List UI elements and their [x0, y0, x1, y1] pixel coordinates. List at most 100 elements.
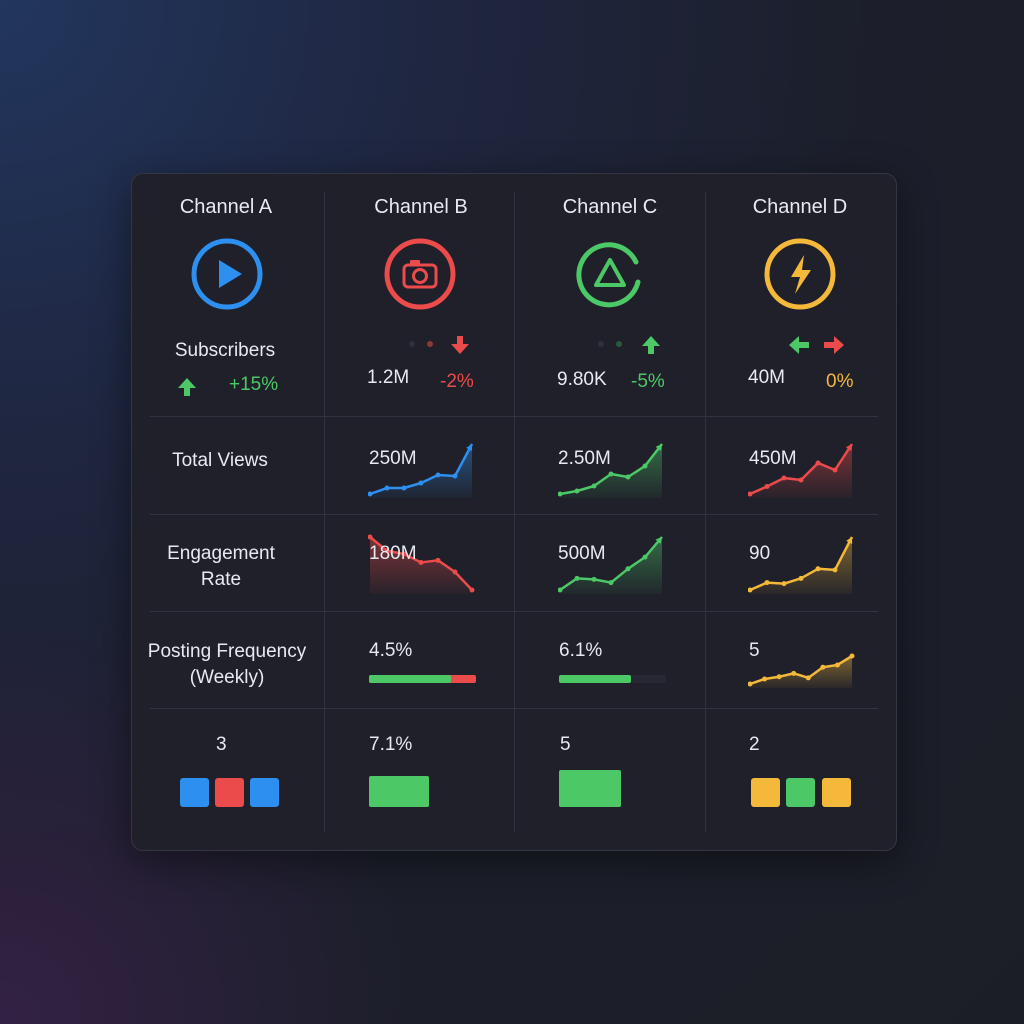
channel-c-last-value: 5 [560, 734, 571, 755]
engagement-b-point [469, 587, 475, 593]
channel-d-name: Channel D [752, 196, 848, 218]
channel-c-engagement-sparkline [558, 536, 663, 594]
engagement-c-point [642, 554, 648, 560]
engagement-c-arrowhead [655, 537, 662, 544]
channel-b-posting: 4.5% [369, 640, 413, 661]
views-c-area [560, 444, 662, 498]
posting-d-point [791, 670, 797, 676]
views-c-point [558, 491, 563, 497]
channel-c-posting-bar-fill [559, 675, 631, 683]
row-divider [150, 416, 878, 417]
channel-c-name: Channel C [562, 196, 658, 218]
views-c-arrowhead [655, 444, 662, 451]
channel-a-subscriber-change: +15% [229, 374, 279, 395]
channel-c-posting: 6.1% [559, 640, 603, 661]
channel-b-name: Channel B [374, 196, 468, 218]
engagement-d-arrowhead [846, 537, 853, 544]
channel-d-posting-sparkline [748, 653, 855, 688]
engagement-c-point [608, 580, 614, 586]
posting-d-point [834, 662, 840, 668]
views-d-point [748, 491, 753, 497]
indicator-dot [598, 341, 604, 347]
views-d-arrowhead [845, 444, 852, 451]
engagement-d-point [748, 587, 753, 593]
engagement-c-point [591, 576, 597, 582]
engagement-c-point [625, 566, 631, 572]
posting-d-area [750, 656, 852, 688]
arrow-down-icon [451, 336, 469, 354]
amber-square [751, 778, 780, 807]
views-b-point [418, 480, 424, 486]
channel-c-views-sparkline [558, 443, 663, 498]
engagement-d-point [798, 575, 804, 581]
views-c-point [642, 463, 648, 469]
views-c-point [591, 483, 597, 489]
comparison-card: Channel A Channel B Channel C Channel D … [131, 173, 897, 851]
posting-frequency-label-line2: (Weekly) [189, 667, 265, 688]
views-b-point [435, 472, 441, 478]
views-d-area [750, 444, 852, 498]
engagement-b-point [384, 548, 390, 554]
views-b-arrowhead [466, 444, 473, 451]
engagement-b-point [401, 551, 407, 557]
engagement-c-point [558, 587, 563, 593]
channel-d-engagement: 90 [749, 543, 771, 564]
green-square [786, 778, 815, 807]
engagement-b-area [370, 537, 472, 594]
views-d-point [832, 467, 838, 473]
triangle-icon[interactable] [574, 238, 646, 310]
blue-square [250, 778, 279, 807]
arrow-left-icon [789, 336, 809, 354]
posting-d-point [762, 676, 768, 682]
channel-b-subscribers: 1.2M [367, 367, 410, 388]
channel-d-last-value: 2 [749, 734, 760, 755]
channel-c-engagement: 500M [558, 543, 606, 564]
views-c-point [625, 474, 631, 480]
channel-b-green-block [369, 776, 429, 807]
channel-d-views-sparkline [748, 443, 854, 498]
views-d-point [764, 484, 770, 489]
amber-square [822, 778, 851, 807]
views-d-point [781, 475, 787, 481]
views-b-point [401, 485, 407, 491]
engagement-rate-label-line1: Engagement [167, 543, 275, 564]
posting-d-point [776, 674, 782, 680]
subscribers-label: Subscribers [174, 340, 276, 361]
play-icon[interactable] [191, 238, 263, 310]
engagement-rate-label-line2: Rate [200, 569, 242, 590]
channel-d-posting: 5 [749, 640, 760, 661]
engagement-d-point [764, 580, 770, 586]
posting-d-point [820, 664, 826, 670]
views-b-area [370, 444, 472, 498]
channel-d-subscriber-change: 0% [826, 371, 854, 392]
camera-icon[interactable] [384, 238, 456, 310]
lightning-icon[interactable] [764, 238, 836, 310]
channel-a-name: Channel A [179, 196, 273, 218]
engagement-d-point [781, 581, 787, 587]
views-d-point [815, 460, 821, 466]
views-d-point [798, 477, 804, 483]
arrow-up-icon [178, 378, 196, 396]
channel-b-posting-bar-fill [369, 675, 452, 683]
channel-a-last-value: 3 [216, 734, 227, 755]
channel-d-subscribers: 40M [748, 367, 785, 388]
row-divider [150, 514, 878, 515]
channel-c-total-views: 2.50M [558, 448, 611, 469]
column-divider [705, 192, 706, 832]
views-c-point [608, 471, 614, 477]
posting-d-point [805, 675, 811, 681]
indicator-dot [409, 341, 415, 347]
arrow-up-icon [642, 336, 660, 354]
indicator-dot [427, 341, 433, 347]
engagement-b-point [418, 559, 424, 565]
channel-d-total-views: 450M [749, 448, 797, 469]
blue-square [180, 778, 209, 807]
views-b-point [368, 491, 373, 497]
row-divider [150, 708, 878, 709]
column-divider [324, 192, 325, 832]
channel-b-total-views: 250M [369, 448, 417, 469]
channel-b-engagement-sparkline [368, 534, 475, 594]
engagement-d-area [750, 537, 852, 594]
channel-c-subscriber-change: -5% [631, 371, 665, 392]
views-c-point [574, 488, 580, 494]
